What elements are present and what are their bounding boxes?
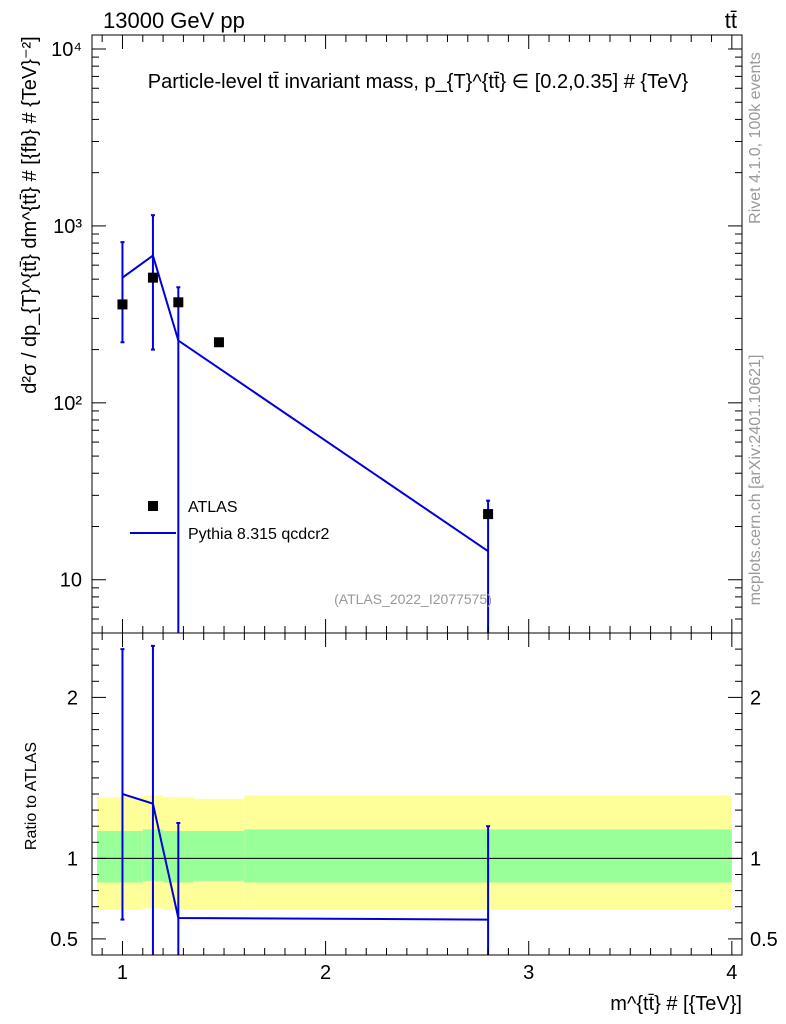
header-process-label: tt̄ (725, 8, 737, 33)
x-tick-label: 3 (523, 962, 534, 984)
x-tick-label: 2 (320, 962, 331, 984)
legend: ATLAS Pythia 8.315 qcdcr2 (130, 499, 330, 543)
ratio-y-tick-label-right: 2 (750, 687, 761, 709)
main-y-tick-label: 10 (60, 570, 82, 592)
main-y-tick-label: 10² (53, 393, 82, 415)
atlas-data-point (213, 337, 224, 348)
ratio-y-axis-label: Ratio to ATLAS (23, 742, 40, 850)
legend-atlas-label: ATLAS (188, 499, 238, 516)
x-axis-label: m^{tt̄} # [{TeV}] (610, 993, 742, 1015)
atlas-data-point (147, 272, 158, 283)
pythia-line (121, 253, 489, 553)
main-y-axis-label: d²σ / dp_{T}^{tt̄} dm^{tt̄} # [{fb} # {T… (19, 36, 41, 393)
atlas-data-point (483, 509, 494, 520)
main-panel-frame (91, 34, 743, 634)
header-energy-label: 13000 GeV pp (103, 8, 245, 33)
atlas-data-point (173, 297, 184, 308)
ratio-band-inner (97, 831, 143, 883)
rivet-version-label: Rivet 4.1.0, 100k events (747, 52, 764, 224)
mcplots-source-label: mcplots.cern.ch [arXiv:2401.10621] (747, 355, 764, 606)
ratio-pythia-line (122, 793, 489, 921)
x-tick-label: 1 (117, 962, 128, 984)
main-panel-title: Particle-level tt̄ invariant mass, p_{T}… (148, 71, 689, 93)
legend-atlas-marker (148, 501, 158, 511)
atlas-data-point (117, 299, 128, 310)
ratio-y-tick-label-right: 0.5 (750, 929, 778, 951)
analysis-watermark: (ATLAS_2022_I2077575) (334, 591, 492, 607)
main-y-tick-label: 10⁴ (51, 39, 82, 61)
ratio-y-tick-label-right: 1 (750, 848, 761, 870)
main-y-tick-label: 10³ (53, 216, 82, 238)
ratio-y-tick-label: 2 (67, 687, 78, 709)
x-tick-label: 4 (726, 962, 737, 984)
ratio-y-tick-label: 1 (67, 848, 78, 870)
ratio-band-inner (193, 831, 245, 881)
legend-pythia-label: Pythia 8.315 qcdcr2 (188, 526, 330, 543)
ratio-y-tick-label: 0.5 (50, 929, 78, 951)
